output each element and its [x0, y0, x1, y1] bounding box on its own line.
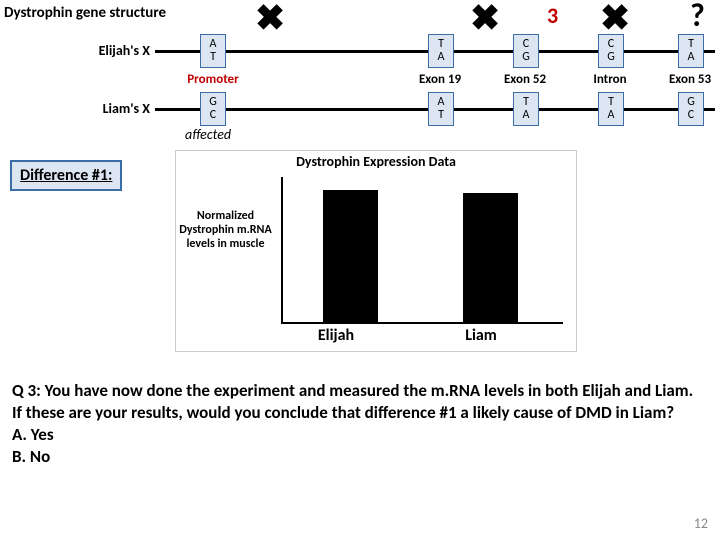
q-option-b: B. No [12, 446, 50, 467]
label-intron: Intron [580, 72, 640, 87]
bar-elijah [323, 190, 378, 322]
question-text: Q 3: You have now done the experiment an… [12, 380, 702, 468]
box-elijah-intron: CG [598, 34, 624, 68]
slide-number: 12 [694, 515, 708, 532]
chart-ylabel: Normalized Dystrophin m.RNA levels in mu… [178, 209, 273, 251]
box-liam-promoter: GC [200, 92, 226, 126]
affected-label: affected [185, 126, 231, 143]
box-liam-intron: TA [598, 92, 624, 126]
label-exon53: Exon 53 [660, 72, 720, 87]
cross-icon-1: ✖ [255, 0, 285, 40]
chart-plot [281, 177, 563, 324]
page-title: Dystrophin gene structure [4, 4, 166, 22]
q-body: Q 3: You have now done the experiment an… [12, 380, 693, 423]
chart-title: Dystrophin Expression Data [176, 153, 576, 170]
box-liam-exon19: AT [428, 92, 454, 126]
box-elijah-exon19: TA [428, 34, 454, 68]
box-liam-exon53: GC [678, 92, 704, 126]
marker-3: 3 [547, 2, 558, 29]
cross-icon-2: ✖ [470, 0, 500, 40]
difference-1-box: Difference #1: [10, 160, 122, 191]
q-option-a: A. Yes [12, 424, 54, 445]
bar-liam [463, 193, 518, 322]
label-elijah: Elijah's X [70, 42, 150, 59]
xtick-elijah: Elijah [291, 326, 381, 345]
box-elijah-promoter: AT [200, 34, 226, 68]
label-promoter: Promoter [178, 72, 248, 87]
label-exon19: Exon 19 [410, 72, 470, 87]
expression-chart: Dystrophin Expression Data Normalized Dy… [175, 150, 577, 352]
box-elijah-exon53: TA [678, 34, 704, 68]
label-exon52: Exon 52 [495, 72, 555, 87]
label-liam: Liam's X [70, 100, 150, 117]
box-liam-exon52: TA [513, 92, 539, 126]
box-elijah-exon52: CG [513, 34, 539, 68]
question-mark-icon: ? [690, 0, 705, 35]
xtick-liam: Liam [436, 326, 526, 345]
